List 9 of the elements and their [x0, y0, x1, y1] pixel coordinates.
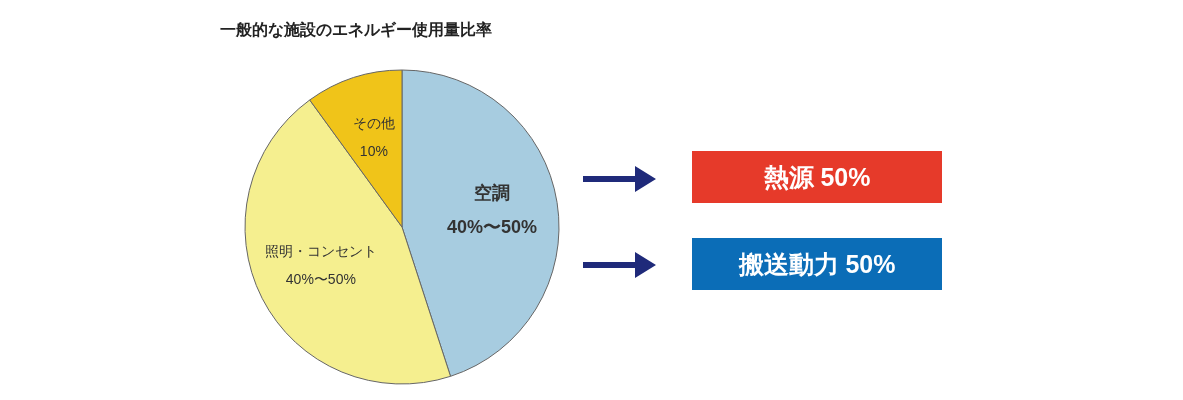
- slice-label: 空調: [473, 182, 510, 203]
- text: 熱源 50%: [692, 151, 942, 203]
- text: 搬送動力 50%: [692, 238, 942, 290]
- text: 40%〜50%: [285, 271, 356, 288]
- slice-label: 照明・コンセント: [264, 243, 377, 260]
- slice-label: その他: [352, 115, 395, 132]
- text: 40%〜50%: [446, 216, 537, 237]
- chart-title: 一般的な施設のエネルギー使用量比率: [220, 20, 492, 41]
- data-label: 10%: [359, 143, 388, 160]
